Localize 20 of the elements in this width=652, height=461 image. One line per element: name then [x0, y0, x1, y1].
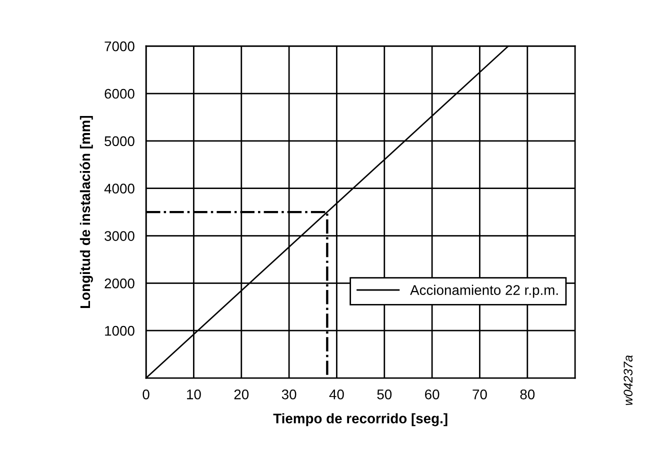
- y-axis-title: Longitud de instalación [mm]: [80, 116, 93, 308]
- legend-label: Accionamiento 22 r.p.m.: [410, 284, 558, 298]
- x-tick-label: 40: [329, 390, 344, 400]
- y-tick-label: 4000: [104, 184, 134, 194]
- x-tick-label: 80: [520, 390, 535, 400]
- y-tick-label: 2000: [104, 278, 134, 288]
- x-tick-label: 60: [425, 390, 440, 400]
- x-axis-title: Tiempo de recorrido [seg.]: [273, 413, 448, 426]
- x-tick-label: 20: [234, 390, 249, 400]
- x-tick-label: 10: [187, 390, 201, 400]
- y-tick-label: 5000: [104, 136, 134, 146]
- x-tick-label: 30: [282, 390, 296, 400]
- x-tick-label: 50: [377, 390, 392, 400]
- y-tick-label: 6000: [104, 88, 134, 99]
- y-tick-label: 7000: [104, 41, 134, 52]
- x-tick-label: 0: [142, 390, 150, 400]
- x-tick-label: 70: [472, 390, 487, 400]
- y-tick-label: 3000: [104, 231, 134, 241]
- text: w04237a: [624, 355, 633, 406]
- y-tick-label: 1000: [105, 326, 134, 336]
